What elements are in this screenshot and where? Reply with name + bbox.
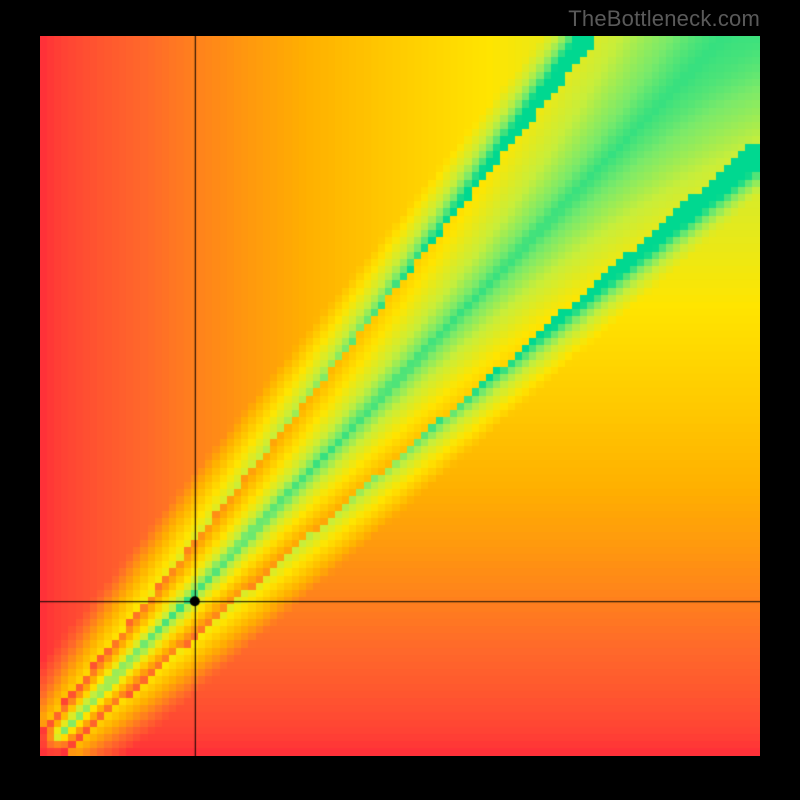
heatmap-plot	[40, 36, 760, 756]
watermark-text: TheBottleneck.com	[568, 6, 760, 32]
image-frame: TheBottleneck.com	[0, 0, 800, 800]
heatmap-canvas	[40, 36, 760, 756]
